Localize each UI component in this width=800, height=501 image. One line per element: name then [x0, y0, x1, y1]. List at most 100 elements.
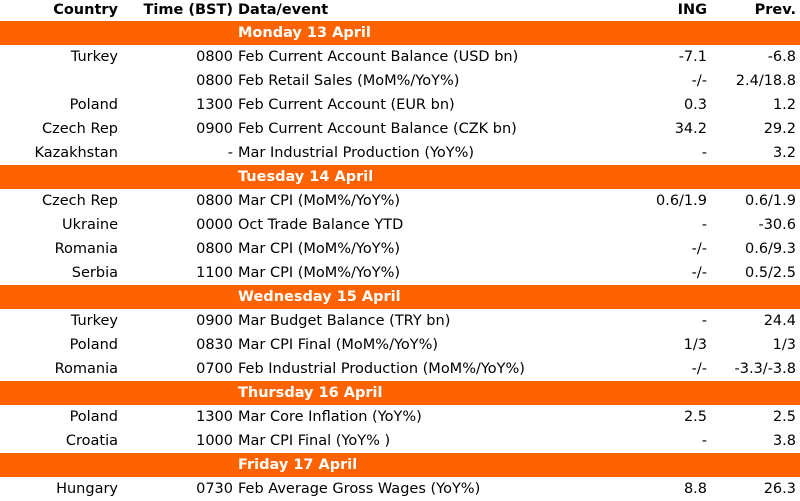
ing-forecast: - — [701, 313, 707, 329]
previous: 29.2 — [763, 121, 796, 137]
country: Turkey — [70, 313, 118, 329]
country: Czech Rep — [42, 121, 118, 137]
previous: -6.8 — [767, 49, 796, 65]
time: 0800 — [196, 193, 233, 209]
data-row: Poland 1300 Mar Core Inflation (YoY%) 2.5 2.… — [0, 405, 800, 429]
event: Mar Core Inflation (YoY%) — [238, 409, 422, 425]
ing-forecast: -/- — [691, 241, 707, 257]
column-header: Data/event — [238, 2, 329, 18]
event: Mar CPI Final (YoY% ) — [238, 433, 391, 449]
data-row: Kazakhstan - Mar Industrial Production (Yo… — [0, 141, 800, 165]
previous: 3.8 — [772, 433, 796, 449]
country: Croatia — [65, 433, 118, 449]
previous: 26.3 — [763, 481, 796, 497]
data-row: Croatia 1000 Mar CPI Final (YoY% ) - 3.8 — [0, 429, 800, 453]
ing-forecast: 0.3 — [683, 97, 707, 113]
event: Mar Budget Balance (TRY bn) — [238, 313, 451, 329]
data-row: Poland 1300 Feb Current Account (EUR bn) 0.… — [0, 93, 800, 117]
time: 0900 — [196, 313, 233, 329]
previous: 0.6/9.3 — [744, 241, 796, 257]
country: Turkey — [70, 49, 118, 65]
column-header: ING — [677, 2, 707, 18]
data-row: 0800 Feb Retail Sales (MoM%/YoY%) -/- 2.4/1… — [0, 69, 800, 93]
day-band: Tuesday 14 April — [0, 165, 800, 189]
day-label: Thursday 16 April — [238, 385, 383, 401]
header-row: Country Time (BST) Data/event ING Prev. — [0, 0, 800, 21]
previous: 1/3 — [772, 337, 796, 353]
day-label: Tuesday 14 April — [238, 169, 374, 185]
previous: -3.3/-3.8 — [734, 361, 796, 377]
ing-forecast: -/- — [691, 361, 707, 377]
country: Czech Rep — [42, 193, 118, 209]
time: 0900 — [196, 121, 233, 137]
data-row: Czech Rep 0800 Mar CPI (MoM%/YoY%) 0.6/1.9 0… — [0, 189, 800, 213]
day-band: Friday 17 April — [0, 453, 800, 477]
column-header: Time (BST) — [143, 2, 234, 18]
data-row: Turkey 0900 Mar Budget Balance (TRY bn) - 24… — [0, 309, 800, 333]
event: Feb Retail Sales (MoM%/YoY%) — [238, 73, 460, 89]
time: 1300 — [196, 97, 233, 113]
ing-forecast: 1/3 — [683, 337, 707, 353]
country: Kazakhstan — [34, 145, 118, 161]
country: Serbia — [71, 265, 118, 281]
time: 0730 — [196, 481, 233, 497]
country: Romania — [54, 361, 118, 377]
previous: 0.6/1.9 — [744, 193, 796, 209]
country: Poland — [69, 337, 118, 353]
ing-forecast: -/- — [691, 73, 707, 89]
previous: 0.5/2.5 — [744, 265, 796, 281]
time: - — [227, 145, 233, 161]
event: Mar CPI Final (MoM%/YoY%) — [238, 337, 439, 353]
time: 0000 — [196, 217, 233, 233]
event: Feb Current Account Balance (CZK bn) — [238, 121, 517, 137]
ing-forecast: - — [701, 145, 707, 161]
column-header: Prev. — [754, 2, 796, 18]
previous: -30.6 — [758, 217, 796, 233]
ing-forecast: -7.1 — [678, 49, 707, 65]
time: 1000 — [196, 433, 233, 449]
ing-forecast: 2.5 — [683, 409, 707, 425]
data-row: Turkey 0800 Feb Current Account Balance (U… — [0, 45, 800, 69]
ing-forecast: 0.6/1.9 — [655, 193, 707, 209]
ing-forecast: - — [701, 217, 707, 233]
event: Feb Current Account (EUR bn) — [238, 97, 455, 113]
previous: 2.4/18.8 — [735, 73, 796, 89]
day-band: Thursday 16 April — [0, 381, 800, 405]
day-label: Wednesday 15 April — [238, 289, 401, 305]
ing-forecast: -/- — [691, 265, 707, 281]
time: 1100 — [196, 265, 233, 281]
time: 0830 — [196, 337, 233, 353]
data-row: Serbia 1100 Mar CPI (MoM%/YoY%) -/- 0.5/2.5 — [0, 261, 800, 285]
event: Mar CPI (MoM%/YoY%) — [238, 193, 401, 209]
previous: 2.5 — [772, 409, 796, 425]
country: Romania — [54, 241, 118, 257]
event: Feb Industrial Production (MoM%/YoY%) — [238, 361, 525, 377]
day-label: Friday 17 April — [238, 457, 358, 473]
previous: 24.4 — [763, 313, 796, 329]
column-header: Country — [53, 2, 118, 18]
day-band: Wednesday 15 April — [0, 285, 800, 309]
time: 0800 — [196, 73, 233, 89]
data-row: Poland 0830 Mar CPI Final (MoM%/YoY%) 1/3 1/… — [0, 333, 800, 357]
event: Feb Average Gross Wages (YoY%) — [238, 481, 481, 497]
data-row: Ukraine 0000 Oct Trade Balance YTD - -30.6 — [0, 213, 800, 237]
ing-forecast: 8.8 — [683, 481, 707, 497]
time: 0700 — [196, 361, 233, 377]
time: 1300 — [196, 409, 233, 425]
event: Feb Current Account Balance (USD bn) — [238, 49, 519, 65]
country: Ukraine — [62, 217, 118, 233]
event: Oct Trade Balance YTD — [238, 217, 404, 233]
day-band: Monday 13 April — [0, 21, 800, 45]
time: 0800 — [196, 241, 233, 257]
data-row: Hungary 0730 Feb Average Gross Wages (YoY%… — [0, 477, 800, 501]
previous: 1.2 — [772, 97, 796, 113]
country: Hungary — [56, 481, 118, 497]
ing-forecast: 34.2 — [674, 121, 707, 137]
country: Poland — [69, 97, 118, 113]
data-row: Romania 0700 Feb Industrial Production (Mo… — [0, 357, 800, 381]
data-row: Czech Rep 0900 Feb Current Account Balance… — [0, 117, 800, 141]
country: Poland — [69, 409, 118, 425]
event: Mar CPI (MoM%/YoY%) — [238, 265, 401, 281]
time: 0800 — [196, 49, 233, 65]
ing-forecast: - — [701, 433, 707, 449]
